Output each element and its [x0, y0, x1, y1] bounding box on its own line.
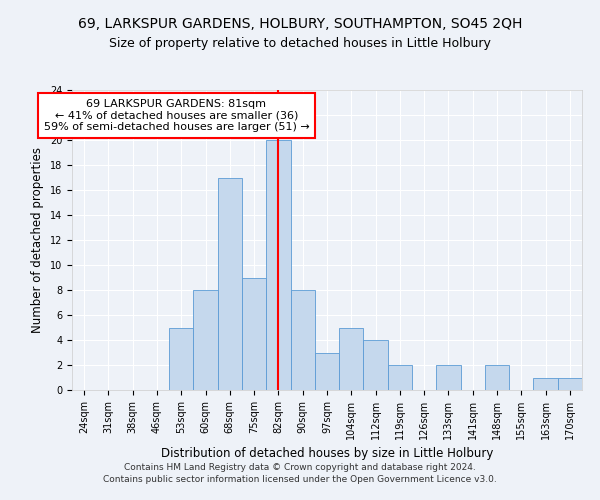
Bar — [218, 178, 242, 390]
Bar — [533, 378, 558, 390]
Bar — [315, 352, 339, 390]
Text: Size of property relative to detached houses in Little Holbury: Size of property relative to detached ho… — [109, 38, 491, 51]
Bar — [193, 290, 218, 390]
Bar — [339, 328, 364, 390]
Bar — [266, 140, 290, 390]
Y-axis label: Number of detached properties: Number of detached properties — [31, 147, 44, 333]
Bar — [290, 290, 315, 390]
Bar — [169, 328, 193, 390]
Bar — [436, 365, 461, 390]
Text: 69 LARKSPUR GARDENS: 81sqm
← 41% of detached houses are smaller (36)
59% of semi: 69 LARKSPUR GARDENS: 81sqm ← 41% of deta… — [44, 99, 310, 132]
Text: 69, LARKSPUR GARDENS, HOLBURY, SOUTHAMPTON, SO45 2QH: 69, LARKSPUR GARDENS, HOLBURY, SOUTHAMPT… — [78, 18, 522, 32]
Text: Contains HM Land Registry data © Crown copyright and database right 2024.: Contains HM Land Registry data © Crown c… — [124, 462, 476, 471]
Bar — [485, 365, 509, 390]
X-axis label: Distribution of detached houses by size in Little Holbury: Distribution of detached houses by size … — [161, 448, 493, 460]
Bar — [242, 278, 266, 390]
Text: Contains public sector information licensed under the Open Government Licence v3: Contains public sector information licen… — [103, 475, 497, 484]
Bar — [364, 340, 388, 390]
Bar — [558, 378, 582, 390]
Bar — [388, 365, 412, 390]
